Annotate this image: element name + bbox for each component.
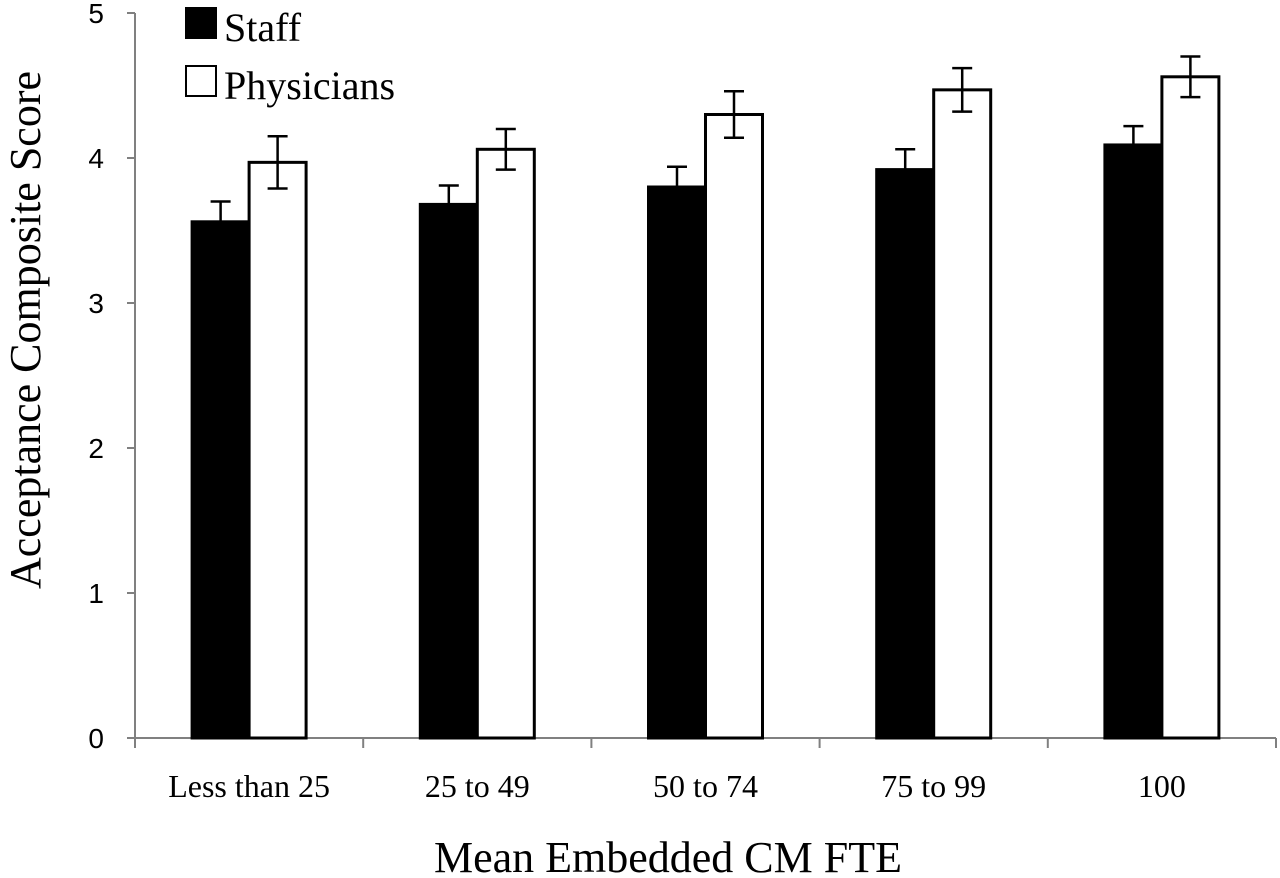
bar-physicians xyxy=(1160,75,1221,740)
y-tick-label: 0 xyxy=(88,723,104,754)
y-tick-label: 5 xyxy=(88,0,104,29)
legend-label-physicians: Physicians xyxy=(224,63,395,108)
legend-swatch-physicians xyxy=(185,65,217,97)
axes: 0 1 2 3 4 5 Less than 25 25 to 49 50 to 74 75 to … xyxy=(88,0,1277,804)
bar-physicians xyxy=(475,147,536,740)
bar-staff xyxy=(190,220,251,740)
bar-physicians xyxy=(247,160,308,740)
x-tick-label: 100 xyxy=(1138,768,1186,804)
bars xyxy=(190,55,1221,740)
x-axis-label: Mean Embedded CM FTE xyxy=(434,833,902,878)
bar-staff xyxy=(418,202,479,740)
legend: Staff Physicians xyxy=(185,5,395,108)
x-tick-label: Less than 25 xyxy=(168,768,330,804)
x-tick-label: 75 to 99 xyxy=(881,768,986,804)
y-tick-label: 4 xyxy=(88,143,104,174)
y-tick-label: 3 xyxy=(88,288,104,319)
bar-physicians xyxy=(932,88,993,740)
legend-swatch-staff xyxy=(185,7,217,39)
bar-staff xyxy=(647,185,707,740)
y-tick-label: 1 xyxy=(88,578,104,609)
bar-staff xyxy=(875,168,936,740)
x-tick-label: 25 to 49 xyxy=(425,768,530,804)
bar-staff xyxy=(1103,143,1164,740)
y-tick-label: 2 xyxy=(88,433,104,464)
x-tick-label: 50 to 74 xyxy=(653,768,758,804)
legend-label-staff: Staff xyxy=(224,5,302,50)
y-axis-label: Acceptance Composite Score xyxy=(1,71,50,589)
bar-physicians xyxy=(704,113,764,740)
